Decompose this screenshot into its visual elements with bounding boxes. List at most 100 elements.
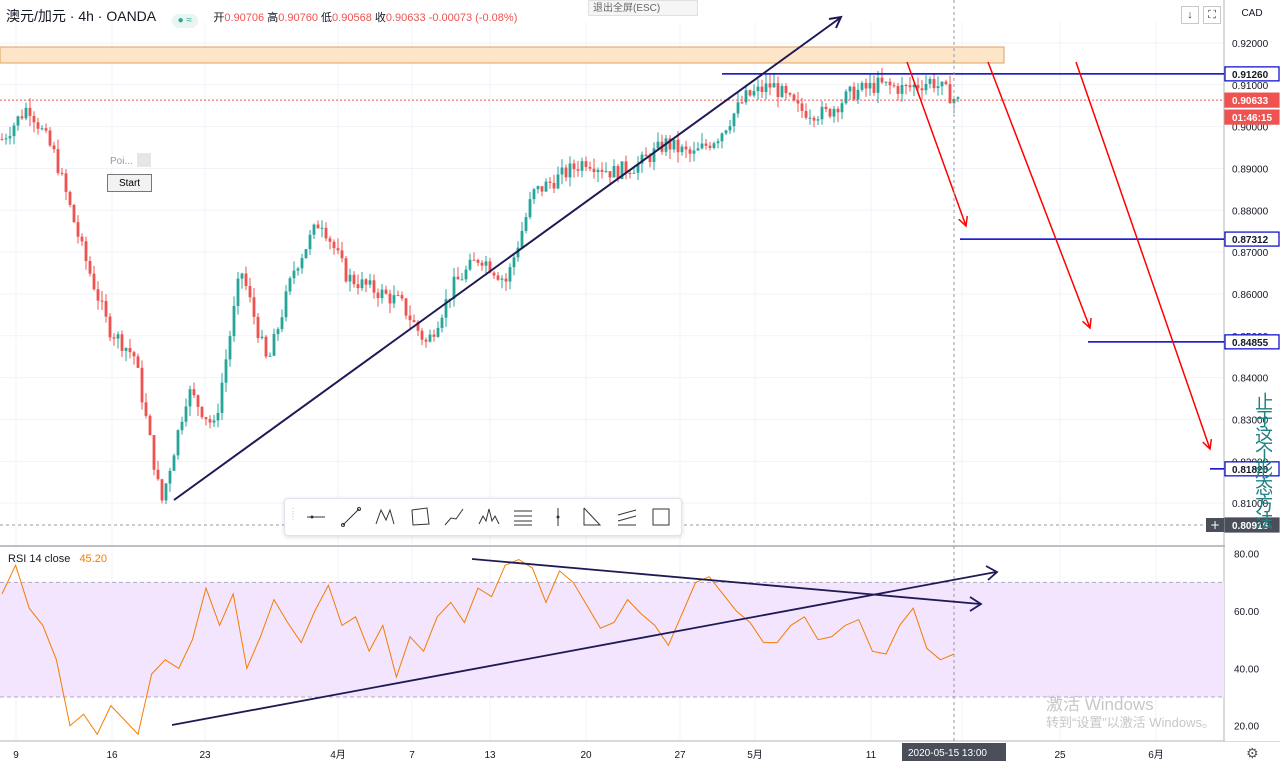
candle-body bbox=[772, 83, 776, 88]
price-marker-box bbox=[1224, 334, 1280, 350]
candle-body bbox=[124, 348, 128, 351]
price-tick-label: 0.89000 bbox=[1232, 164, 1269, 175]
candle-body bbox=[144, 402, 148, 416]
vertical-line-icon[interactable] bbox=[545, 504, 571, 530]
candle-body bbox=[228, 336, 232, 360]
candle-body bbox=[436, 327, 440, 337]
activation-watermark-title: 激活 Windows bbox=[1046, 695, 1154, 714]
candle-body bbox=[840, 103, 844, 113]
candle-body bbox=[736, 102, 740, 114]
candle-body bbox=[604, 171, 608, 173]
triangle-icon[interactable] bbox=[579, 504, 605, 530]
candle-body bbox=[880, 77, 884, 83]
rsi-tick-label: 40.00 bbox=[1234, 664, 1259, 675]
rsi-band bbox=[0, 581, 1224, 698]
symbol-label[interactable]: 澳元/加元 · 4h · OANDA bbox=[6, 8, 157, 24]
horizontal-line-icon[interactable] bbox=[303, 504, 329, 530]
candle-body bbox=[932, 78, 936, 89]
candle-body bbox=[900, 84, 904, 94]
candle-body bbox=[472, 259, 476, 261]
candle-body bbox=[480, 262, 484, 266]
candle-body bbox=[768, 83, 772, 88]
widget-close-icon[interactable] bbox=[137, 153, 151, 167]
candle-body bbox=[616, 166, 620, 180]
symbol-header[interactable]: 澳元/加元 · 4h · OANDA ● ≈ 开0.90706 高0.90760… bbox=[6, 6, 517, 28]
candle-body bbox=[72, 204, 76, 223]
currency-label[interactable]: CAD bbox=[1241, 8, 1263, 19]
candle-body bbox=[724, 130, 728, 134]
candle-body bbox=[48, 130, 52, 146]
candle-body bbox=[380, 289, 384, 299]
box-icon[interactable] bbox=[648, 504, 674, 530]
candle-body bbox=[896, 86, 900, 94]
candle-body bbox=[80, 236, 84, 242]
candle-body bbox=[236, 278, 240, 306]
plus-icon: + bbox=[1210, 518, 1220, 532]
candle-body bbox=[676, 139, 680, 153]
cursor-date-box bbox=[902, 743, 1006, 761]
price-tick-label: 0.81000 bbox=[1232, 499, 1269, 510]
candle-body bbox=[288, 278, 292, 292]
trend-line-icon[interactable] bbox=[338, 504, 364, 530]
price-marker-label: 0.91260 bbox=[1232, 70, 1269, 81]
candle-body bbox=[220, 382, 224, 413]
candle-body bbox=[372, 280, 376, 293]
candle-body bbox=[548, 181, 552, 183]
candle-body bbox=[136, 356, 140, 368]
down-arrow-icon[interactable]: ↓ bbox=[1181, 6, 1199, 24]
start-button[interactable]: Start bbox=[107, 174, 152, 192]
candle-body bbox=[376, 292, 380, 299]
rectangle-icon[interactable] bbox=[407, 504, 433, 530]
candle-body bbox=[208, 419, 212, 423]
drag-handle-icon[interactable]: ⋮ ⋮ bbox=[289, 507, 297, 521]
candle-body bbox=[140, 367, 144, 403]
candle-body bbox=[192, 389, 196, 396]
candle-body bbox=[40, 128, 44, 130]
candle-body bbox=[8, 136, 12, 139]
price-tick-label: 0.88000 bbox=[1232, 206, 1269, 217]
candle-body bbox=[464, 269, 468, 280]
candle-body bbox=[504, 278, 508, 282]
parallel-channel-icon[interactable] bbox=[614, 504, 640, 530]
candle-body bbox=[908, 85, 912, 88]
projection-arrow-2-head bbox=[1082, 317, 1092, 330]
fib-retracement-icon[interactable] bbox=[510, 504, 536, 530]
candle-body bbox=[584, 161, 588, 168]
candle-body bbox=[720, 133, 724, 142]
candle-body bbox=[16, 116, 20, 126]
price-marker-label: 0.87312 bbox=[1232, 235, 1269, 246]
candle-body bbox=[160, 479, 164, 501]
candle-body bbox=[776, 83, 780, 98]
candle-body bbox=[88, 260, 92, 274]
candle-body bbox=[0, 139, 4, 141]
candle-body bbox=[852, 86, 856, 100]
candle-body bbox=[904, 84, 908, 86]
candle-body bbox=[368, 280, 372, 285]
xabcd-pattern-icon[interactable] bbox=[372, 504, 398, 530]
price-tick-label: 0.92000 bbox=[1232, 39, 1269, 50]
candle-body bbox=[276, 329, 280, 335]
fullscreen-icon[interactable]: ⛶ bbox=[1203, 6, 1221, 24]
indicator-toggle-icon[interactable]: ● ≈ bbox=[171, 14, 198, 28]
rsi-legend[interactable]: RSI 14 close 45.20 bbox=[8, 553, 107, 565]
time-tick-label: 9 bbox=[13, 750, 19, 761]
candle-body bbox=[528, 199, 532, 218]
path-icon[interactable] bbox=[441, 504, 467, 530]
candle-body bbox=[108, 316, 112, 338]
candle-body bbox=[788, 93, 792, 95]
candle-body bbox=[684, 146, 688, 150]
candle-body bbox=[428, 334, 432, 342]
candle-body bbox=[64, 173, 68, 192]
head-shoulders-icon[interactable] bbox=[476, 504, 502, 530]
price-marker-label: 01:46:15 bbox=[1232, 113, 1272, 124]
candle-body bbox=[596, 169, 600, 173]
candle-body bbox=[28, 107, 32, 116]
exit-fullscreen-hint[interactable]: 退出全屏(ESC) bbox=[588, 0, 698, 16]
candle-body bbox=[764, 83, 768, 92]
candle-body bbox=[612, 166, 616, 178]
rsi-value: 45.20 bbox=[79, 553, 107, 565]
candle-body bbox=[252, 297, 256, 317]
